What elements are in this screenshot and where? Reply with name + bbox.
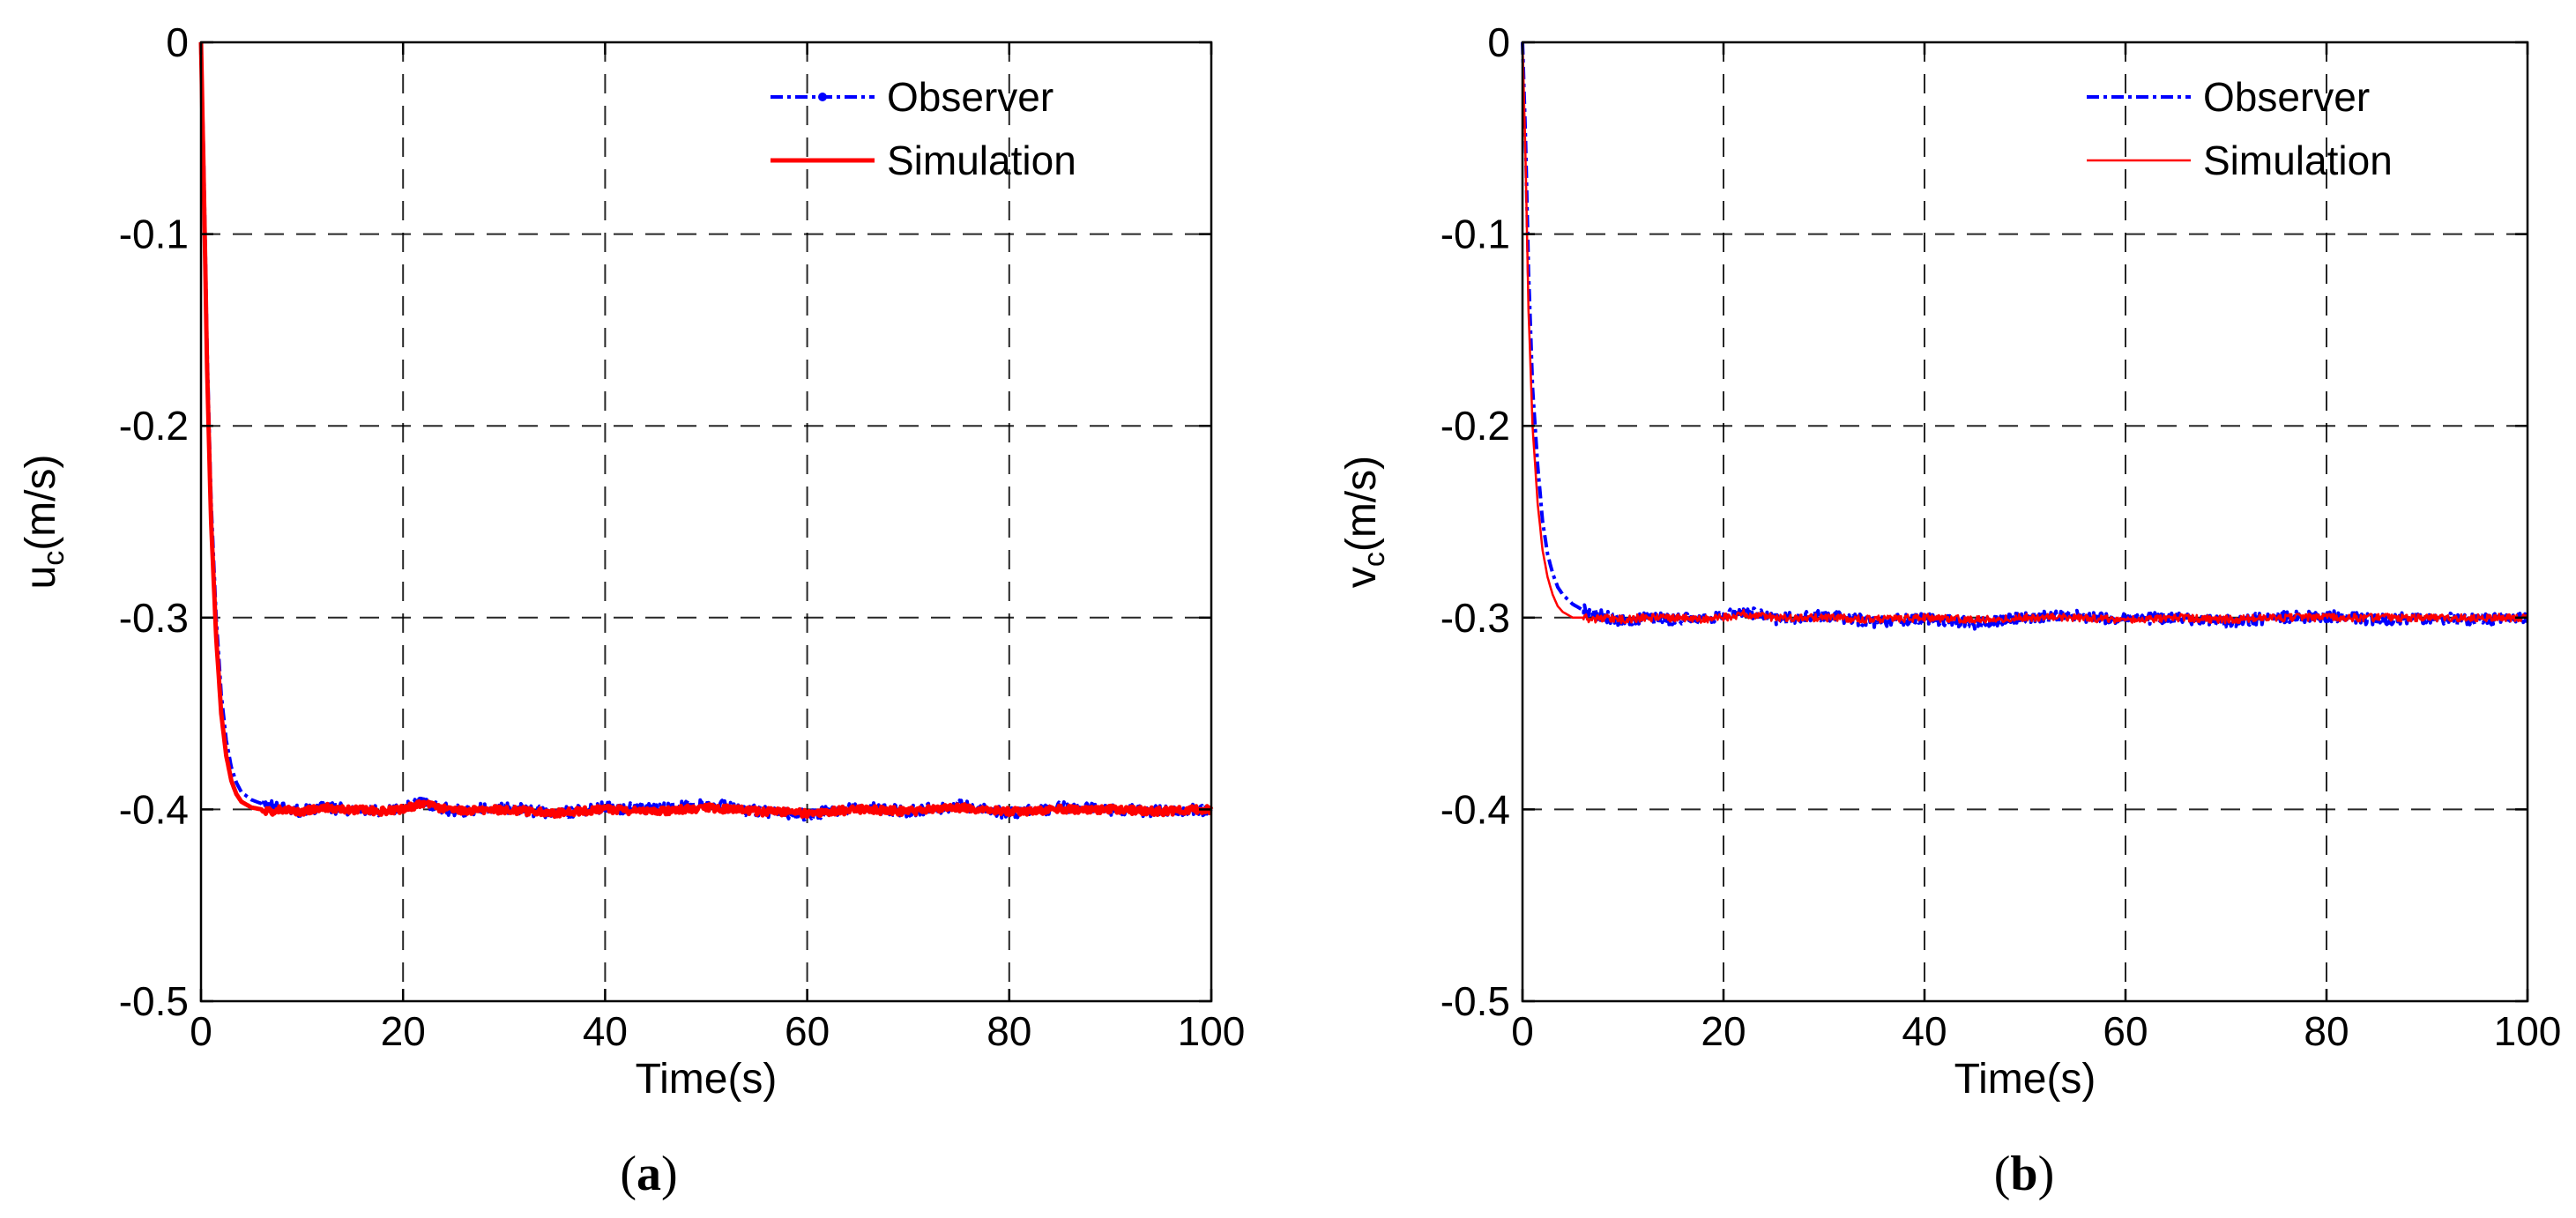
panel-label-b: (b)	[1994, 1147, 2054, 1201]
y-axis-label-rest-b: (m/s)	[1338, 456, 1385, 552]
grid-a	[201, 42, 1211, 1001]
y-tick-label-a: -0.4	[119, 786, 189, 832]
legend-a: Observer Simulation	[771, 74, 1076, 183]
y-axis-label-main-b: v	[1338, 567, 1385, 588]
panel-letter-a: a	[637, 1147, 661, 1201]
legend-observer-marker-a	[818, 93, 827, 101]
tick-labels-a: 0 20 40 60 80 100 0 -0.1 -0.2 -0.3 -0.4 -0.5	[119, 19, 1246, 1054]
x-tick-label-a: 100	[1178, 1008, 1246, 1054]
y-axis-label-rest-a: (m/s)	[18, 455, 64, 551]
x-tick-label-b: 0	[1511, 1008, 1534, 1054]
plot-frame-a	[199, 41, 1213, 1003]
y-tick-label-b: -0.5	[1441, 978, 1510, 1024]
x-tick-label-a: 0	[190, 1008, 212, 1054]
ticks-b	[1521, 41, 2529, 1003]
x-tick-label-b: 40	[1902, 1008, 1947, 1054]
panel-a: 0 20 40 60 80 100 0 -0.1 -0.2 -0.3 -0.4 -0.5 Observ…	[18, 19, 1245, 1201]
legend-observer-label-b: Observer	[2203, 74, 2370, 120]
y-axis-label-b: vc(m/s)	[1338, 456, 1391, 588]
panel-letter-b: b	[2010, 1147, 2037, 1201]
x-tick-label-b: 60	[2103, 1008, 2148, 1054]
y-axis-label-main-a: u	[18, 566, 64, 590]
y-tick-label-b: -0.4	[1441, 786, 1510, 832]
y-tick-label-b: -0.3	[1441, 595, 1510, 641]
series-group-b	[1521, 41, 2529, 631]
y-tick-label-a: -0.3	[119, 595, 189, 641]
panel-b: 0 20 40 60 80 100 0 -0.1 -0.2 -0.3 -0.4 -0.5 Observ…	[1338, 19, 2561, 1201]
tick-labels-b: 0 20 40 60 80 100 0 -0.1 -0.2 -0.3 -0.4 -0.5	[1441, 19, 2562, 1054]
series-simulation-line-b	[1521, 41, 2529, 625]
y-axis-label-a: uc(m/s)	[18, 455, 71, 590]
series-simulation-line-a	[198, 41, 1214, 820]
ticks-a	[199, 41, 1213, 1003]
legend-b: Observer Simulation	[2087, 74, 2393, 183]
y-tick-label-a: -0.1	[119, 212, 189, 257]
grid-b	[1523, 42, 2528, 1001]
x-tick-label-b: 100	[2494, 1008, 2562, 1054]
legend-simulation-label-b: Simulation	[2203, 137, 2393, 183]
y-tick-label-b: 0	[1487, 19, 1510, 65]
legend-observer-label-a: Observer	[887, 74, 1053, 120]
x-tick-label-a: 20	[381, 1008, 426, 1054]
y-tick-label-b: -0.1	[1441, 212, 1510, 257]
x-tick-label-b: 20	[1701, 1008, 1746, 1054]
plot-frame-b	[1521, 41, 2529, 1003]
x-axis-label-b: Time(s)	[1954, 1056, 2096, 1103]
y-axis-label-sub-b: c	[1358, 552, 1391, 567]
y-tick-label-b: -0.2	[1441, 403, 1510, 449]
y-tick-label-a: 0	[166, 19, 189, 65]
x-tick-label-a: 60	[785, 1008, 830, 1054]
series-group-a	[198, 41, 1214, 822]
panel-label-a: (a)	[620, 1147, 677, 1201]
legend-simulation-label-a: Simulation	[887, 137, 1076, 183]
series-observer-line-b	[1521, 41, 2529, 631]
x-tick-label-b: 80	[2304, 1008, 2349, 1054]
x-tick-label-a: 80	[986, 1008, 1031, 1054]
y-tick-label-a: -0.5	[119, 978, 189, 1024]
x-axis-label-a: Time(s)	[636, 1056, 778, 1103]
y-tick-label-a: -0.2	[119, 403, 189, 449]
y-axis-label-sub-a: c	[37, 551, 71, 566]
x-tick-label-a: 40	[583, 1008, 628, 1054]
